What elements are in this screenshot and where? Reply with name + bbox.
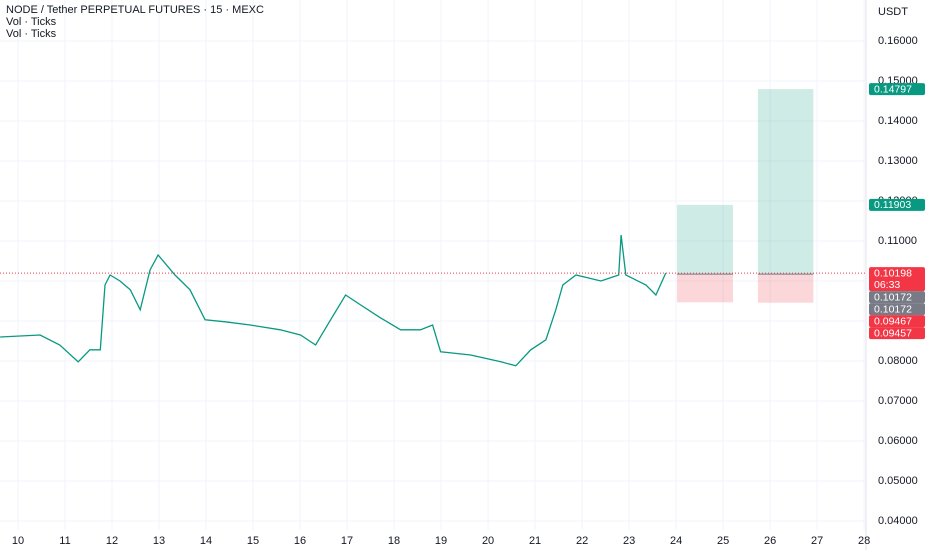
y-tick-label: 0.06000 xyxy=(878,435,918,447)
price-label: 0.10172 xyxy=(874,291,912,303)
price-label: 0.11903 xyxy=(874,199,911,211)
indicator-label: Vol · Ticks xyxy=(6,16,57,28)
price-label: 0.09457 xyxy=(874,327,912,339)
x-tick-label: 12 xyxy=(106,535,118,547)
price-label-box xyxy=(869,315,925,328)
y-tick-label: 0.13000 xyxy=(878,155,918,167)
stop-zone xyxy=(677,274,733,303)
x-tick-label: 10 xyxy=(12,535,24,547)
price-countdown: 06:33 xyxy=(874,279,900,291)
x-tick-label: 14 xyxy=(200,535,212,547)
x-tick-label: 13 xyxy=(153,535,165,547)
x-tick-label: 11 xyxy=(59,535,70,547)
target-zone xyxy=(677,204,733,275)
chart-title: NODE / Tether PERPETUAL FUTURES · 15 · M… xyxy=(6,4,264,16)
x-tick-label: 22 xyxy=(576,535,588,547)
price-label: 0.09467 xyxy=(874,315,912,327)
price-label-box xyxy=(869,198,925,211)
price-label: 0.10172 xyxy=(874,303,912,315)
price-label: 0.10198 xyxy=(874,267,912,279)
x-tick-label: 20 xyxy=(482,535,494,547)
x-tick-label: 24 xyxy=(670,535,682,547)
price-label: 0.14797 xyxy=(874,83,912,95)
x-tick-label: 17 xyxy=(341,535,353,547)
price-label-box xyxy=(869,267,925,292)
x-tick-label: 26 xyxy=(764,535,776,547)
y-tick-label: 0.04000 xyxy=(878,515,918,527)
y-tick-label: 0.08000 xyxy=(878,355,918,367)
y-tick-label: 0.05000 xyxy=(878,475,918,487)
y-tick-label: 0.11000 xyxy=(878,235,917,247)
x-tick-label: 21 xyxy=(529,535,541,547)
y-axis-label: USDT xyxy=(878,6,908,18)
y-tick-label: 0.07000 xyxy=(878,395,918,407)
price-label-box xyxy=(869,291,925,304)
x-tick-label: 23 xyxy=(623,535,635,547)
price-line xyxy=(0,234,667,367)
price-label-box xyxy=(869,303,925,316)
y-tick-label: 0.14000 xyxy=(878,115,918,127)
stop-zone xyxy=(757,274,814,303)
target-zone xyxy=(757,89,814,275)
y-tick-label: 0.16000 xyxy=(878,35,918,47)
indicator-label: Vol · Ticks xyxy=(6,28,57,40)
x-tick-label: 28 xyxy=(858,535,870,547)
price-label-box xyxy=(869,83,925,96)
x-tick-label: 18 xyxy=(388,535,400,547)
x-tick-label: 27 xyxy=(811,535,823,547)
price-label-box xyxy=(869,327,925,340)
x-tick-label: 16 xyxy=(294,535,306,547)
x-tick-label: 15 xyxy=(247,535,259,547)
x-tick-label: 19 xyxy=(435,535,447,547)
x-tick-label: 25 xyxy=(717,535,729,547)
